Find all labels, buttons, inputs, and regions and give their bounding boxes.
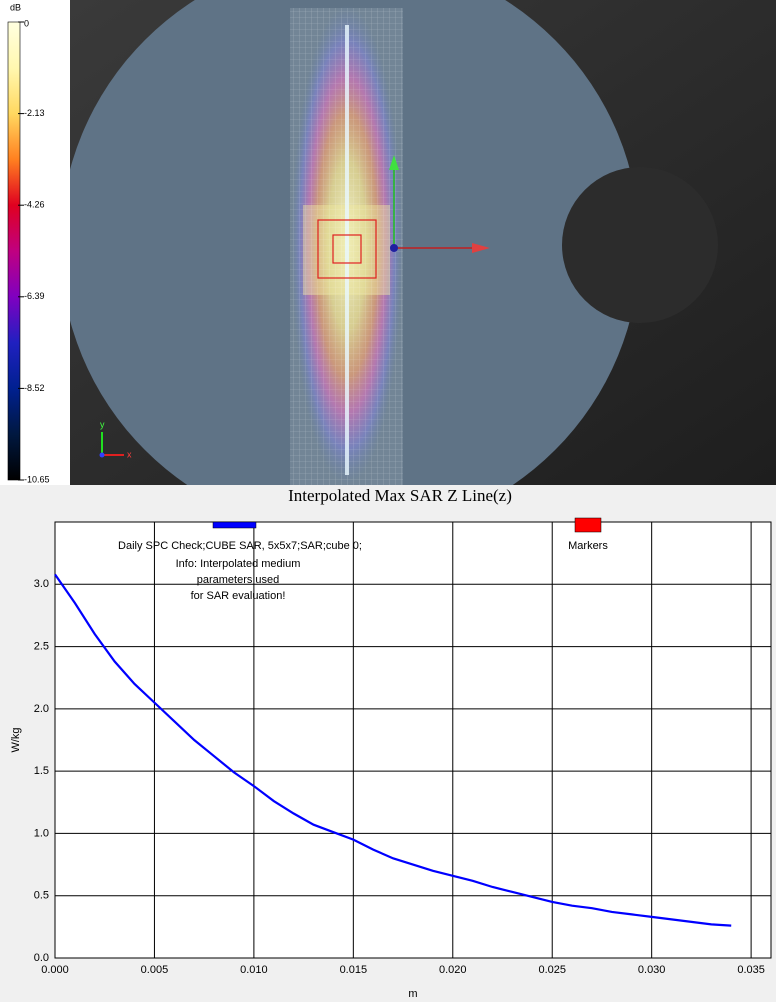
colorbar-tick-label: 0 [24,18,29,28]
phantom-notch [562,167,718,323]
colorbar-tick-label: -4.26 [24,200,45,210]
x-tick-label: 0.010 [240,964,268,976]
colorbar-tick-label: -2.13 [24,108,45,118]
x-tick-label: 0.015 [340,964,368,976]
x-tick-label: 0.025 [538,964,566,976]
view-3d: y x [60,0,776,535]
legend-swatch [213,522,256,528]
dipole [345,25,349,475]
colorbar-tick-label: -8.52 [24,383,45,393]
y-tick-label: 3.0 [34,578,49,590]
triad-y-label: y [100,419,105,429]
y-tick-label: 0.0 [34,952,49,964]
x-tick-label: 0.000 [41,964,69,976]
legend-swatch [575,518,601,532]
page: dB 0 -2.13 -4.26 -6.39 -8.52 -10.65 y x Inter… [0,0,776,1002]
x-tick-label: 0.020 [439,964,467,976]
legend-label: Daily SPC Check;CUBE SAR, 5x5x7;SAR;cube… [118,540,362,552]
y-tick-label: 0.5 [34,890,49,902]
x-tick-label: 0.035 [737,964,765,976]
colorbar-unit: dB [10,2,21,12]
legend-label: Markers [568,540,608,552]
colorbar-tick-label: -10.65 [24,474,50,484]
annotation: Info: Interpolated medium [176,558,301,570]
y-tick-label: 2.5 [34,640,49,652]
x-tick-label: 0.030 [638,964,666,976]
triad-x-label: x [127,449,132,459]
plot-area [55,522,771,958]
y-tick-label: 1.0 [34,827,49,839]
y-axis-label: W/kg [10,727,22,752]
annotation: for SAR evaluation! [191,590,286,602]
y-tick-label: 1.5 [34,765,49,777]
origin-dot [390,244,398,252]
y-tick-label: 2.0 [34,703,49,715]
x-axis-label: m [408,988,417,1000]
triad-z [100,453,105,458]
chart-title: Interpolated Max SAR Z Line(z) [288,486,512,505]
colorbar [8,22,20,480]
x-tick-label: 0.005 [141,964,169,976]
screen: dB 0 -2.13 -4.26 -6.39 -8.52 -10.65 y x Inter… [0,0,776,1002]
colorbar-tick-label: -6.39 [24,291,45,301]
